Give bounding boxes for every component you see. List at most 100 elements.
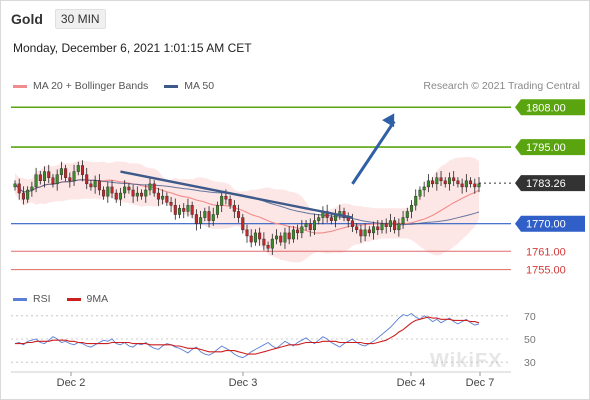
candle xyxy=(414,195,418,206)
legend-ma20-label: MA 20 + Bollinger Bands xyxy=(33,80,149,92)
candle xyxy=(102,189,106,197)
level-tag-1755.00: 1755.00 xyxy=(526,265,566,277)
candle xyxy=(30,186,34,191)
candle xyxy=(300,226,304,234)
x-tick-label-2: Dec 4 xyxy=(397,377,426,389)
candle xyxy=(110,186,114,194)
candle xyxy=(308,223,312,231)
candle xyxy=(131,189,135,197)
candle xyxy=(182,208,186,212)
candle xyxy=(312,220,316,231)
candle xyxy=(456,180,460,185)
legend-ma50: MA 50 xyxy=(164,80,214,92)
candle xyxy=(26,189,30,200)
level-tag-bg-1783.26 xyxy=(515,175,585,192)
candle xyxy=(72,171,76,182)
candle xyxy=(148,183,152,191)
candle xyxy=(118,192,122,200)
legend-rsi: RSI xyxy=(13,293,51,305)
candle xyxy=(64,168,68,178)
candle xyxy=(232,205,236,212)
candle xyxy=(279,235,283,243)
candle xyxy=(55,174,59,185)
candle xyxy=(152,183,156,194)
candle xyxy=(469,180,473,185)
candle xyxy=(384,223,388,227)
research-credit: Research © 2021 Trading Central xyxy=(423,80,580,92)
candle xyxy=(21,192,25,200)
candle xyxy=(460,183,464,188)
candle xyxy=(283,232,287,243)
candle xyxy=(443,180,447,185)
candle xyxy=(43,171,47,182)
candle xyxy=(13,183,17,188)
candle xyxy=(464,180,468,188)
candle xyxy=(215,205,219,215)
candle xyxy=(393,220,397,231)
candle xyxy=(207,211,211,221)
candle xyxy=(237,211,241,218)
candle xyxy=(161,195,165,200)
candle xyxy=(405,211,409,218)
rsi-legend: RSI 9MA xyxy=(13,293,124,305)
legend-ma50-label: MA 50 xyxy=(184,80,215,92)
candle xyxy=(439,177,443,182)
timeframe-button[interactable]: 30 MIN xyxy=(54,9,106,29)
level-tag-bg-1770.00 xyxy=(515,215,585,232)
price-legend: MA 20 + Bollinger Bands MA 50 xyxy=(13,80,230,92)
datetime-label: Monday, December 6, 2021 1:01:15 AM CET xyxy=(13,41,252,55)
candle xyxy=(76,165,80,172)
level-tag-bg-1808.00 xyxy=(515,99,585,116)
candle xyxy=(380,223,384,231)
candle xyxy=(220,195,224,206)
ma20-swatch xyxy=(13,84,27,88)
candle xyxy=(89,183,93,188)
legend-rsi-ma: 9MA xyxy=(66,293,108,305)
candle xyxy=(34,174,38,188)
candle xyxy=(47,171,51,178)
candle xyxy=(85,174,89,185)
chart-header: Gold 30 MIN xyxy=(11,9,106,29)
level-value-1795.00: 1795.00 xyxy=(526,142,566,154)
level-tag-bg-1795.00 xyxy=(515,139,585,156)
bollinger-band-fill xyxy=(15,156,479,263)
level-value-1770.00: 1770.00 xyxy=(526,219,566,231)
candle xyxy=(317,217,321,221)
candle xyxy=(431,180,435,185)
level-value-1783.26: 1783.26 xyxy=(526,178,566,190)
candle xyxy=(97,180,101,191)
candle xyxy=(80,165,84,175)
candle xyxy=(422,186,426,191)
rsi-tick-50: 50 xyxy=(524,334,536,346)
candle xyxy=(367,229,371,234)
candle xyxy=(178,208,182,215)
candle xyxy=(51,177,55,185)
candle xyxy=(253,232,257,243)
candle xyxy=(258,232,262,240)
level-value-1808.00: 1808.00 xyxy=(526,102,566,114)
x-tick-label-1: Dec 3 xyxy=(229,377,258,389)
candle xyxy=(275,235,279,240)
level-tag-1783.26: 1783.26 xyxy=(515,175,585,192)
level-tag-1761.00: 1761.00 xyxy=(526,246,566,258)
candle xyxy=(363,229,367,237)
candle xyxy=(296,229,300,234)
candle xyxy=(106,186,110,197)
ma50-swatch xyxy=(164,84,179,88)
candle xyxy=(165,195,169,203)
candle xyxy=(68,177,72,182)
forecast-arrowhead xyxy=(382,113,395,128)
level-tag-1795.00: 1795.00 xyxy=(515,139,585,156)
candle xyxy=(376,226,380,231)
legend-rsi-label: RSI xyxy=(33,293,51,305)
symbol-label: Gold xyxy=(11,11,43,27)
candle xyxy=(329,217,333,221)
candle xyxy=(388,220,392,227)
candle xyxy=(241,217,245,231)
candle xyxy=(211,214,215,221)
candle xyxy=(199,217,203,224)
candle xyxy=(127,186,131,191)
candle xyxy=(245,229,249,237)
candle xyxy=(359,229,363,237)
